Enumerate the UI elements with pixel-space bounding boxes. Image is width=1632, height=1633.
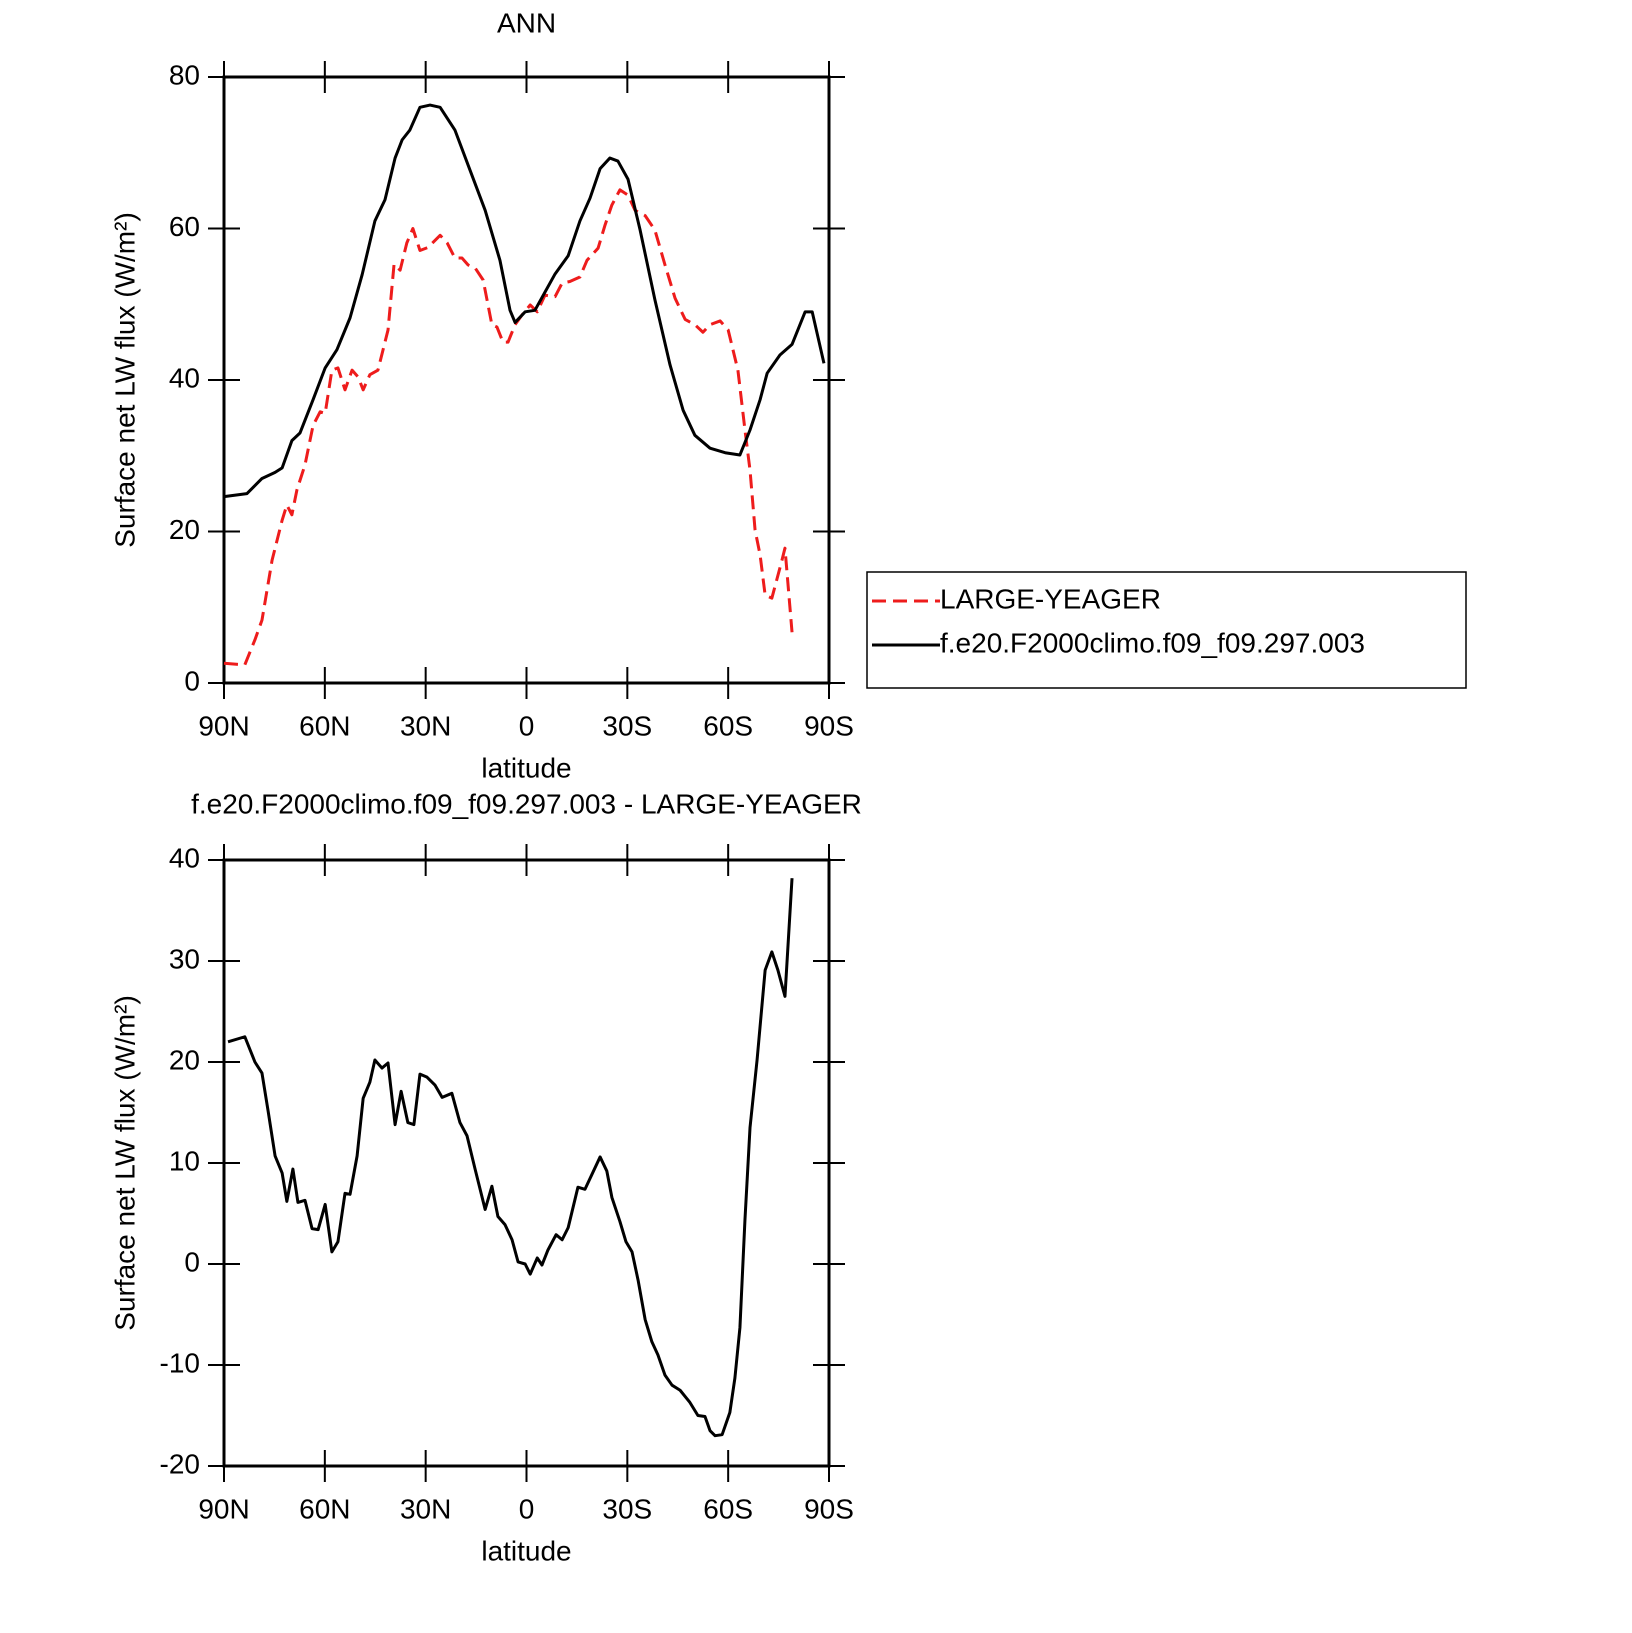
y-tick-label: 40 [169, 842, 200, 873]
plot-frame [222, 75, 831, 685]
y-tick-label: 20 [169, 1044, 200, 1075]
x-tick-label: 60S [703, 1493, 753, 1524]
y-tick-label: 0 [184, 665, 200, 696]
y-tick-label: 80 [169, 59, 200, 90]
x-tick-label: 90N [198, 1493, 249, 1524]
y-tick-label: 40 [169, 362, 200, 393]
data-line [223, 103, 826, 499]
y-tick-label: 10 [169, 1145, 200, 1176]
x-tick-label: 60N [299, 710, 350, 741]
x-tick-label: 0 [519, 1493, 535, 1524]
x-tick-label: 90S [804, 710, 854, 741]
x-tick-label: 90S [804, 1493, 854, 1524]
data-line [227, 878, 794, 1438]
x-tick-label: 0 [519, 710, 535, 741]
y-axis-label: Surface net LW flux (W/m²) [109, 995, 140, 1331]
x-axis-label: latitude [481, 1535, 571, 1566]
x-tick-label: 60S [703, 710, 753, 741]
x-tick-label: 60N [299, 1493, 350, 1524]
x-tick-label: 30S [602, 1493, 652, 1524]
chart-title: f.e20.F2000climo.f09_f09.297.003 - LARGE… [191, 788, 862, 819]
x-axis-label: latitude [481, 752, 571, 783]
x-tick-label: 30N [400, 710, 451, 741]
y-tick-label: 60 [169, 211, 200, 242]
y-tick-label: 20 [169, 514, 200, 545]
data-line [223, 188, 794, 667]
legend-label: f.e20.F2000climo.f09_f09.297.003 [940, 627, 1365, 658]
plot-frame [222, 858, 831, 1468]
x-tick-label: 30S [602, 710, 652, 741]
x-tick-label: 30N [400, 1493, 451, 1524]
x-tick-label: 90N [198, 710, 249, 741]
y-tick-label: 30 [169, 943, 200, 974]
y-tick-label: -20 [160, 1448, 200, 1479]
legend-box [866, 571, 1467, 689]
y-tick-label: 0 [184, 1246, 200, 1277]
y-tick-label: -10 [160, 1347, 200, 1378]
y-axis-label: Surface net LW flux (W/m²) [109, 212, 140, 548]
chart-title: ANN [497, 7, 556, 38]
legend-label: LARGE-YEAGER [940, 583, 1161, 614]
